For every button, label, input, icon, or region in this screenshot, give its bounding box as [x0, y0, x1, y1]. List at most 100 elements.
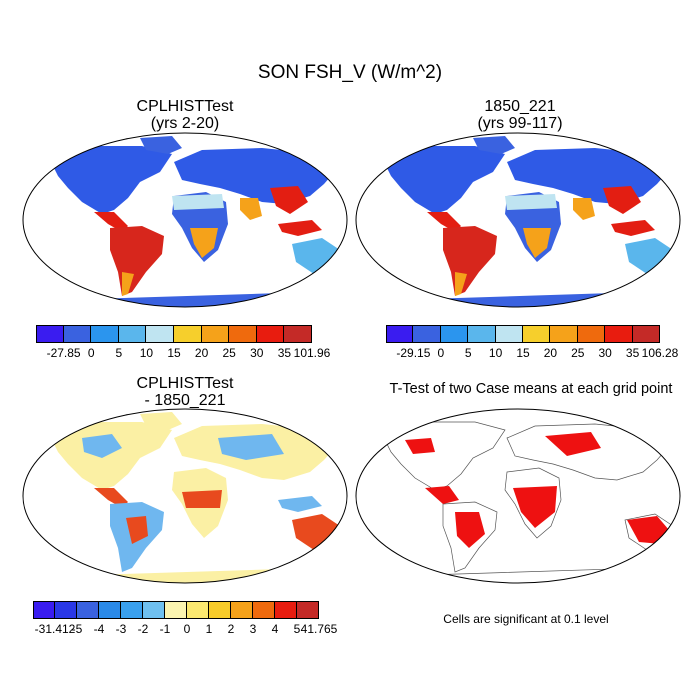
- colorbar-swatch: [495, 325, 523, 343]
- sahara: [505, 194, 557, 210]
- colorbar-tick-label: 5: [464, 346, 472, 360]
- significance-group: [405, 432, 669, 548]
- north-america: [50, 146, 172, 214]
- east-asia-hot: [270, 186, 308, 214]
- colorbar-tick-label: 25: [222, 346, 236, 360]
- panel-title-bottom-left-line2: - 1850_221: [144, 392, 226, 409]
- colorbar-tick-label: 35: [277, 346, 292, 360]
- sig-north-america: [405, 438, 435, 454]
- colorbar-swatch: [143, 601, 165, 619]
- colorbar-swatch: [187, 601, 209, 619]
- colorbar-swatch: [413, 325, 441, 343]
- south-america-hot: [126, 516, 148, 544]
- colorbar-tick-label: -4: [93, 622, 105, 636]
- south-america-outline: [442, 501, 498, 573]
- map-bottom-left: [22, 408, 348, 584]
- colorbar-tick-label: 15: [167, 346, 181, 360]
- south-asia: [240, 198, 262, 220]
- north-america-outline: [382, 421, 506, 491]
- colorbar-swatch: [229, 325, 257, 343]
- panel-title-bottom-right: T-Test of two Case means at each grid po…: [389, 381, 673, 397]
- sig-eurasia: [545, 432, 601, 456]
- colorbar-tick-label: 0: [87, 346, 95, 360]
- panel-title-bottom-left: CPLHISTTest - 1850_221: [90, 375, 280, 409]
- greenland: [473, 136, 515, 154]
- indonesia: [611, 220, 655, 236]
- indonesia: [278, 496, 322, 512]
- panel-title-top-right-line2: (yrs 99-117): [477, 115, 563, 132]
- colorbar-tick-label: 106.28: [641, 346, 679, 360]
- panel-title-top-right-line1: 1850_221: [484, 98, 556, 115]
- colorbar-tick-label: 20: [194, 346, 209, 360]
- colorbar-swatch: [386, 325, 414, 343]
- colorbar-swatch: [605, 325, 633, 343]
- north-america-blue: [82, 434, 122, 458]
- colorbar-swatch: [118, 325, 147, 343]
- panel-title-top-left-line1: CPLHISTTest: [136, 98, 234, 115]
- colorbar-tick-label: 10: [139, 346, 154, 360]
- africa-south: [190, 228, 218, 258]
- sig-africa: [513, 486, 557, 528]
- map-border: [355, 408, 681, 584]
- colorbar-swatch: [33, 601, 55, 619]
- colorbar-tick-label: 35: [625, 346, 640, 360]
- colorbar-tick-label: 0: [183, 622, 191, 636]
- colorbar-tick-label: -5: [71, 622, 83, 636]
- central-america: [427, 212, 461, 232]
- sig-australia: [627, 516, 669, 544]
- colorbar-tick-label: 1: [205, 622, 213, 636]
- colorbar-tick-label: -3: [115, 622, 127, 636]
- east-asia-hot: [603, 186, 641, 214]
- colorbar-tick-label: 41.765: [300, 622, 338, 636]
- colorbar-swatch: [36, 325, 64, 343]
- central-america: [94, 212, 128, 232]
- colorbar-tick-label: -2: [137, 622, 149, 636]
- south-america-south: [122, 272, 134, 296]
- indonesia: [278, 220, 322, 236]
- map-top-right: [355, 132, 681, 308]
- africa-hot: [182, 490, 222, 508]
- greenland: [140, 136, 182, 154]
- colorbar-tick-label: 15: [516, 346, 530, 360]
- colorbar-swatch: [632, 325, 660, 343]
- colorbar-swatch: [468, 325, 496, 343]
- colorbar-tick-label: 30: [598, 346, 612, 360]
- colorbar-bottom-left: -31.412 -5 -4 -3 -2 -1 0 1 2 3 4 5 41.765: [33, 601, 337, 636]
- figure-title: SON FSH_V (W/m^2): [257, 62, 443, 83]
- colorbar-tick-label: 5: [293, 622, 301, 636]
- map-top-left: [22, 132, 348, 308]
- colorbar-swatch: [99, 601, 121, 619]
- panel-title-top-left: CPLHISTTest (yrs 2-20): [90, 98, 280, 132]
- sig-south-america: [455, 512, 485, 548]
- colorbar-tick-label: 30: [250, 346, 264, 360]
- colorbar-swatch: [256, 325, 285, 343]
- colorbar-tick-label: -27.85: [46, 346, 81, 360]
- colorbar-top-right: -29.15 0 5 10 15 20 25 30 35 106.28: [386, 325, 678, 360]
- map-bottom-right: [355, 408, 681, 584]
- colorbar-tick-label: 4: [271, 622, 279, 636]
- colorbar-tick-label: -31.412: [34, 622, 76, 636]
- north-america: [383, 146, 505, 214]
- south-america-south: [455, 272, 467, 296]
- colorbar-tick-label: 5: [115, 346, 123, 360]
- significance-note: Cells are significant at 0.1 level: [443, 612, 609, 626]
- greenland: [140, 412, 182, 430]
- north-america: [50, 422, 172, 490]
- map-border: [355, 132, 681, 308]
- colorbar-swatch: [577, 325, 606, 343]
- colorbar-swatch: [77, 601, 99, 619]
- colorbar-tick-label: -1: [159, 622, 171, 636]
- colorbar-swatch: [55, 601, 77, 619]
- eurasia-blue: [218, 434, 284, 460]
- colorbar-swatch: [297, 601, 319, 619]
- eurasia-outline: [506, 423, 672, 481]
- sahara: [172, 194, 224, 210]
- colorbar-tick-label: 0: [437, 346, 445, 360]
- colorbar-tick-label: 20: [543, 346, 558, 360]
- colorbar-tick-label: 2: [227, 622, 235, 636]
- colorbar-top-left: -27.85 0 5 10 15 20 25 30 35 101.96: [36, 325, 330, 360]
- colorbar-swatch: [121, 601, 143, 619]
- africa-outline: [504, 467, 562, 539]
- panel-title-top-right: 1850_221 (yrs 99-117): [425, 98, 615, 132]
- colorbar-swatch: [63, 325, 92, 343]
